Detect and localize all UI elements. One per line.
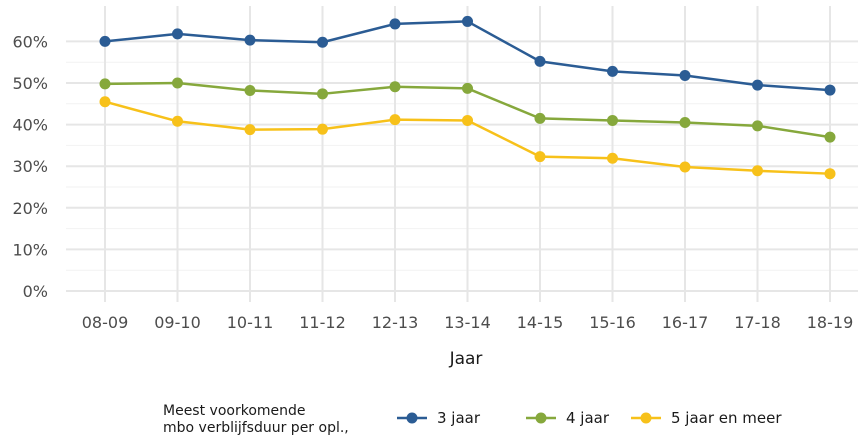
data-point — [244, 34, 256, 46]
data-point — [244, 124, 256, 136]
x-tick-label: 18-19 — [807, 313, 854, 332]
data-point — [824, 131, 836, 143]
series-2 — [99, 77, 836, 143]
x-tick-label: 16-17 — [662, 313, 709, 332]
legend-label: 5 jaar en meer — [671, 409, 782, 427]
data-point — [534, 55, 546, 67]
y-tick-label: 10% — [12, 240, 48, 259]
data-point — [534, 151, 546, 163]
data-point — [679, 161, 691, 173]
data-point — [607, 114, 618, 126]
data-point — [389, 18, 401, 30]
y-tick-label: 40% — [12, 116, 48, 135]
x-tick-label: 12-13 — [372, 313, 419, 332]
grid — [66, 6, 858, 302]
legend-key-marker — [406, 412, 418, 424]
data-point — [752, 79, 763, 91]
data-point — [172, 115, 183, 127]
data-point — [534, 112, 546, 124]
data-point — [607, 152, 618, 164]
y-tick-label: 20% — [12, 199, 48, 218]
legend-label: 3 jaar — [437, 409, 481, 427]
data-point — [752, 120, 763, 132]
legend-key-marker — [535, 412, 547, 424]
data-point — [752, 165, 763, 177]
x-tick-label: 13-14 — [444, 313, 491, 332]
y-tick-label: 60% — [12, 32, 48, 51]
data-point — [99, 96, 111, 108]
legend-key-marker — [640, 412, 652, 424]
data-point — [824, 168, 836, 180]
x-axis-title: Jaar — [449, 349, 483, 369]
data-point — [824, 84, 836, 96]
x-tick-label: 17-18 — [734, 313, 781, 332]
data-point — [317, 123, 328, 135]
legend: Meest voorkomende mbo verblijfsduur per … — [163, 403, 782, 436]
data-point — [389, 114, 401, 126]
x-tick-label: 15-16 — [589, 313, 636, 332]
data-point — [317, 36, 328, 48]
x-tick-label: 08-09 — [82, 313, 129, 332]
data-point — [607, 65, 618, 77]
data-point — [389, 81, 401, 93]
x-tick-label: 11-12 — [299, 313, 346, 332]
y-tick-label: 50% — [12, 74, 48, 93]
legend-item-1: 3 jaar — [397, 409, 481, 427]
data-point — [244, 84, 256, 96]
legend-title-line-2: mbo verblijfsduur per opl., — [163, 420, 349, 436]
x-axis-ticks: 08-09 09-10 10-11 11-12 12-13 13-14 14-15 15-16… — [82, 313, 854, 332]
data-point — [679, 70, 691, 82]
x-tick-label: 09-10 — [154, 313, 201, 332]
y-tick-label: 0% — [23, 282, 48, 301]
y-tick-label: 30% — [12, 157, 48, 176]
legend-label: 4 jaar — [566, 409, 610, 427]
legend-items: 3 jaar 4 jaar 5 jaar en meer — [397, 409, 782, 427]
data-point — [172, 28, 183, 40]
legend-item-3: 5 jaar en meer — [631, 409, 782, 427]
data-point — [462, 114, 473, 126]
legend-title-line-1: Meest voorkomende — [163, 403, 306, 419]
series-1 — [99, 15, 836, 96]
data-point — [317, 88, 328, 100]
x-tick-label: 14-15 — [517, 313, 564, 332]
data-point — [172, 77, 183, 89]
legend-item-2: 4 jaar — [526, 409, 610, 427]
data-point — [462, 82, 473, 94]
data-point — [99, 78, 111, 90]
y-axis-ticks: 0% 10% 20% 30% 40% 50% 60% — [12, 32, 48, 301]
series-3 — [99, 96, 836, 180]
data-point — [679, 117, 691, 129]
data-point — [462, 15, 473, 27]
series-lines — [99, 15, 836, 180]
data-point — [99, 35, 111, 47]
x-tick-label: 10-11 — [227, 313, 274, 332]
